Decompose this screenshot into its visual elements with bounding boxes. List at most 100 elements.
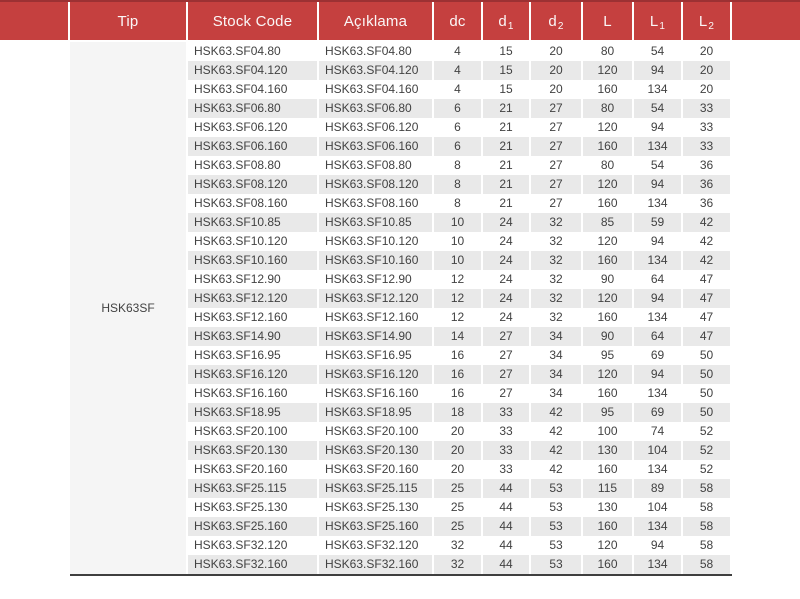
dc-cell: 6 <box>454 120 461 134</box>
l-cell: 160 <box>597 196 618 210</box>
d2-cell: 53 <box>549 500 563 514</box>
d1-cell: 15 <box>483 61 529 80</box>
dc-cell: 4 <box>454 44 461 58</box>
dc-cell: 12 <box>450 272 465 286</box>
l1-cell: 134 <box>634 517 681 536</box>
l2-cell: 36 <box>699 196 714 210</box>
l2-cell: 20 <box>683 61 730 80</box>
aciklama-cell: HSK63.SF12.120 <box>319 289 432 308</box>
d2-cell: 42 <box>549 424 563 438</box>
dc-cell: 18 <box>434 403 481 422</box>
l1-cell: 59 <box>634 213 681 232</box>
aciklama-cell: HSK63.SF08.80 <box>325 158 412 172</box>
d1-cell: 21 <box>483 137 529 156</box>
col-header-dc: dc <box>434 2 481 40</box>
dc-cell: 4 <box>434 61 481 80</box>
l2-cell: 58 <box>699 500 714 514</box>
stock-code-cell: HSK63.SF12.160 <box>194 310 288 324</box>
stock-code-cell: HSK63.SF25.160 <box>188 517 317 536</box>
table-top-border <box>0 0 800 2</box>
aciklama-cell: HSK63.SF20.100 <box>325 424 419 438</box>
l1-cell: 134 <box>647 462 668 476</box>
d1-cell: 24 <box>483 251 529 270</box>
stock-code-cell: HSK63.SF10.85 <box>188 213 317 232</box>
d2-cell: 34 <box>531 365 581 384</box>
aciklama-cell: HSK63.SF06.80 <box>319 99 432 118</box>
dc-cell: 12 <box>434 289 481 308</box>
l-cell: 120 <box>583 175 632 194</box>
aciklama-cell: HSK63.SF14.90 <box>319 327 432 346</box>
l-cell: 160 <box>597 462 618 476</box>
aciklama-cell: HSK63.SF32.120 <box>325 538 419 552</box>
stock-code-cell: HSK63.SF06.120 <box>194 120 288 134</box>
l1-cell: 64 <box>634 327 681 346</box>
dc-cell: 20 <box>450 462 465 476</box>
d2-cell: 42 <box>531 403 581 422</box>
l1-cell: 54 <box>650 44 665 58</box>
l1-cell: 94 <box>634 61 681 80</box>
l2-cell: 33 <box>683 99 730 118</box>
aciklama-cell: HSK63.SF20.160 <box>325 462 419 476</box>
header-filler-right <box>732 2 800 40</box>
d2-cell: 27 <box>549 120 563 134</box>
l-cell: 85 <box>583 213 632 232</box>
stock-code-cell: HSK63.SF32.120 <box>194 538 288 552</box>
aciklama-cell: HSK63.SF16.160 <box>325 386 419 400</box>
d1-cell: 27 <box>483 365 529 384</box>
l-cell: 80 <box>583 99 632 118</box>
l1-cell: 94 <box>634 365 681 384</box>
dc-cell: 10 <box>434 213 481 232</box>
l-cell: 120 <box>583 289 632 308</box>
l1-cell: 89 <box>634 479 681 498</box>
col-header-L1-base: L <box>649 12 659 30</box>
l-cell: 90 <box>583 327 632 346</box>
col-header-stock-code: Stock Code <box>188 2 317 40</box>
aciklama-cell: HSK63.SF25.115 <box>319 479 432 498</box>
d2-cell: 53 <box>531 555 581 574</box>
d1-cell: 24 <box>483 289 529 308</box>
l-cell: 160 <box>583 517 632 536</box>
l-cell: 95 <box>600 348 615 362</box>
stock-code-cell: HSK63.SF08.120 <box>188 175 317 194</box>
aciklama-cell: HSK63.SF10.160 <box>319 251 432 270</box>
l1-cell: 134 <box>634 137 681 156</box>
l2-cell: 52 <box>683 441 730 460</box>
d2-cell: 53 <box>531 517 581 536</box>
aciklama-cell: HSK63.SF25.160 <box>319 517 432 536</box>
l-cell: 160 <box>597 82 618 96</box>
d1-cell: 27 <box>499 386 513 400</box>
dc-cell: 8 <box>434 175 481 194</box>
l2-cell: 58 <box>699 538 714 552</box>
stock-code-cell: HSK63.SF04.120 <box>188 61 317 80</box>
l1-cell: 54 <box>650 158 665 172</box>
d1-cell: 27 <box>483 327 529 346</box>
aciklama-cell: HSK63.SF04.120 <box>319 61 432 80</box>
d1-cell: 33 <box>499 462 513 476</box>
d2-cell: 27 <box>531 175 581 194</box>
l-cell: 80 <box>600 44 615 58</box>
l2-cell: 36 <box>699 158 714 172</box>
dc-cell: 20 <box>434 441 481 460</box>
d1-cell: 21 <box>499 158 513 172</box>
stock-code-cell: HSK63.SF06.80 <box>188 99 317 118</box>
d1-cell: 24 <box>499 272 513 286</box>
aciklama-cell: HSK63.SF20.130 <box>319 441 432 460</box>
l-cell: 160 <box>583 555 632 574</box>
l1-cell: 104 <box>647 500 668 514</box>
aciklama-cell: HSK63.SF04.80 <box>325 44 412 58</box>
stock-code-cell: HSK63.SF25.115 <box>188 479 317 498</box>
d1-cell: 24 <box>499 234 513 248</box>
stock-code-cell: HSK63.SF10.160 <box>188 251 317 270</box>
d2-cell: 53 <box>549 538 563 552</box>
dc-cell: 10 <box>434 251 481 270</box>
l1-cell: 69 <box>650 348 665 362</box>
l1-cell: 94 <box>650 120 665 134</box>
d2-cell: 27 <box>549 196 563 210</box>
dc-cell: 8 <box>454 158 461 172</box>
d1-cell: 44 <box>499 538 513 552</box>
l2-cell: 42 <box>699 234 714 248</box>
